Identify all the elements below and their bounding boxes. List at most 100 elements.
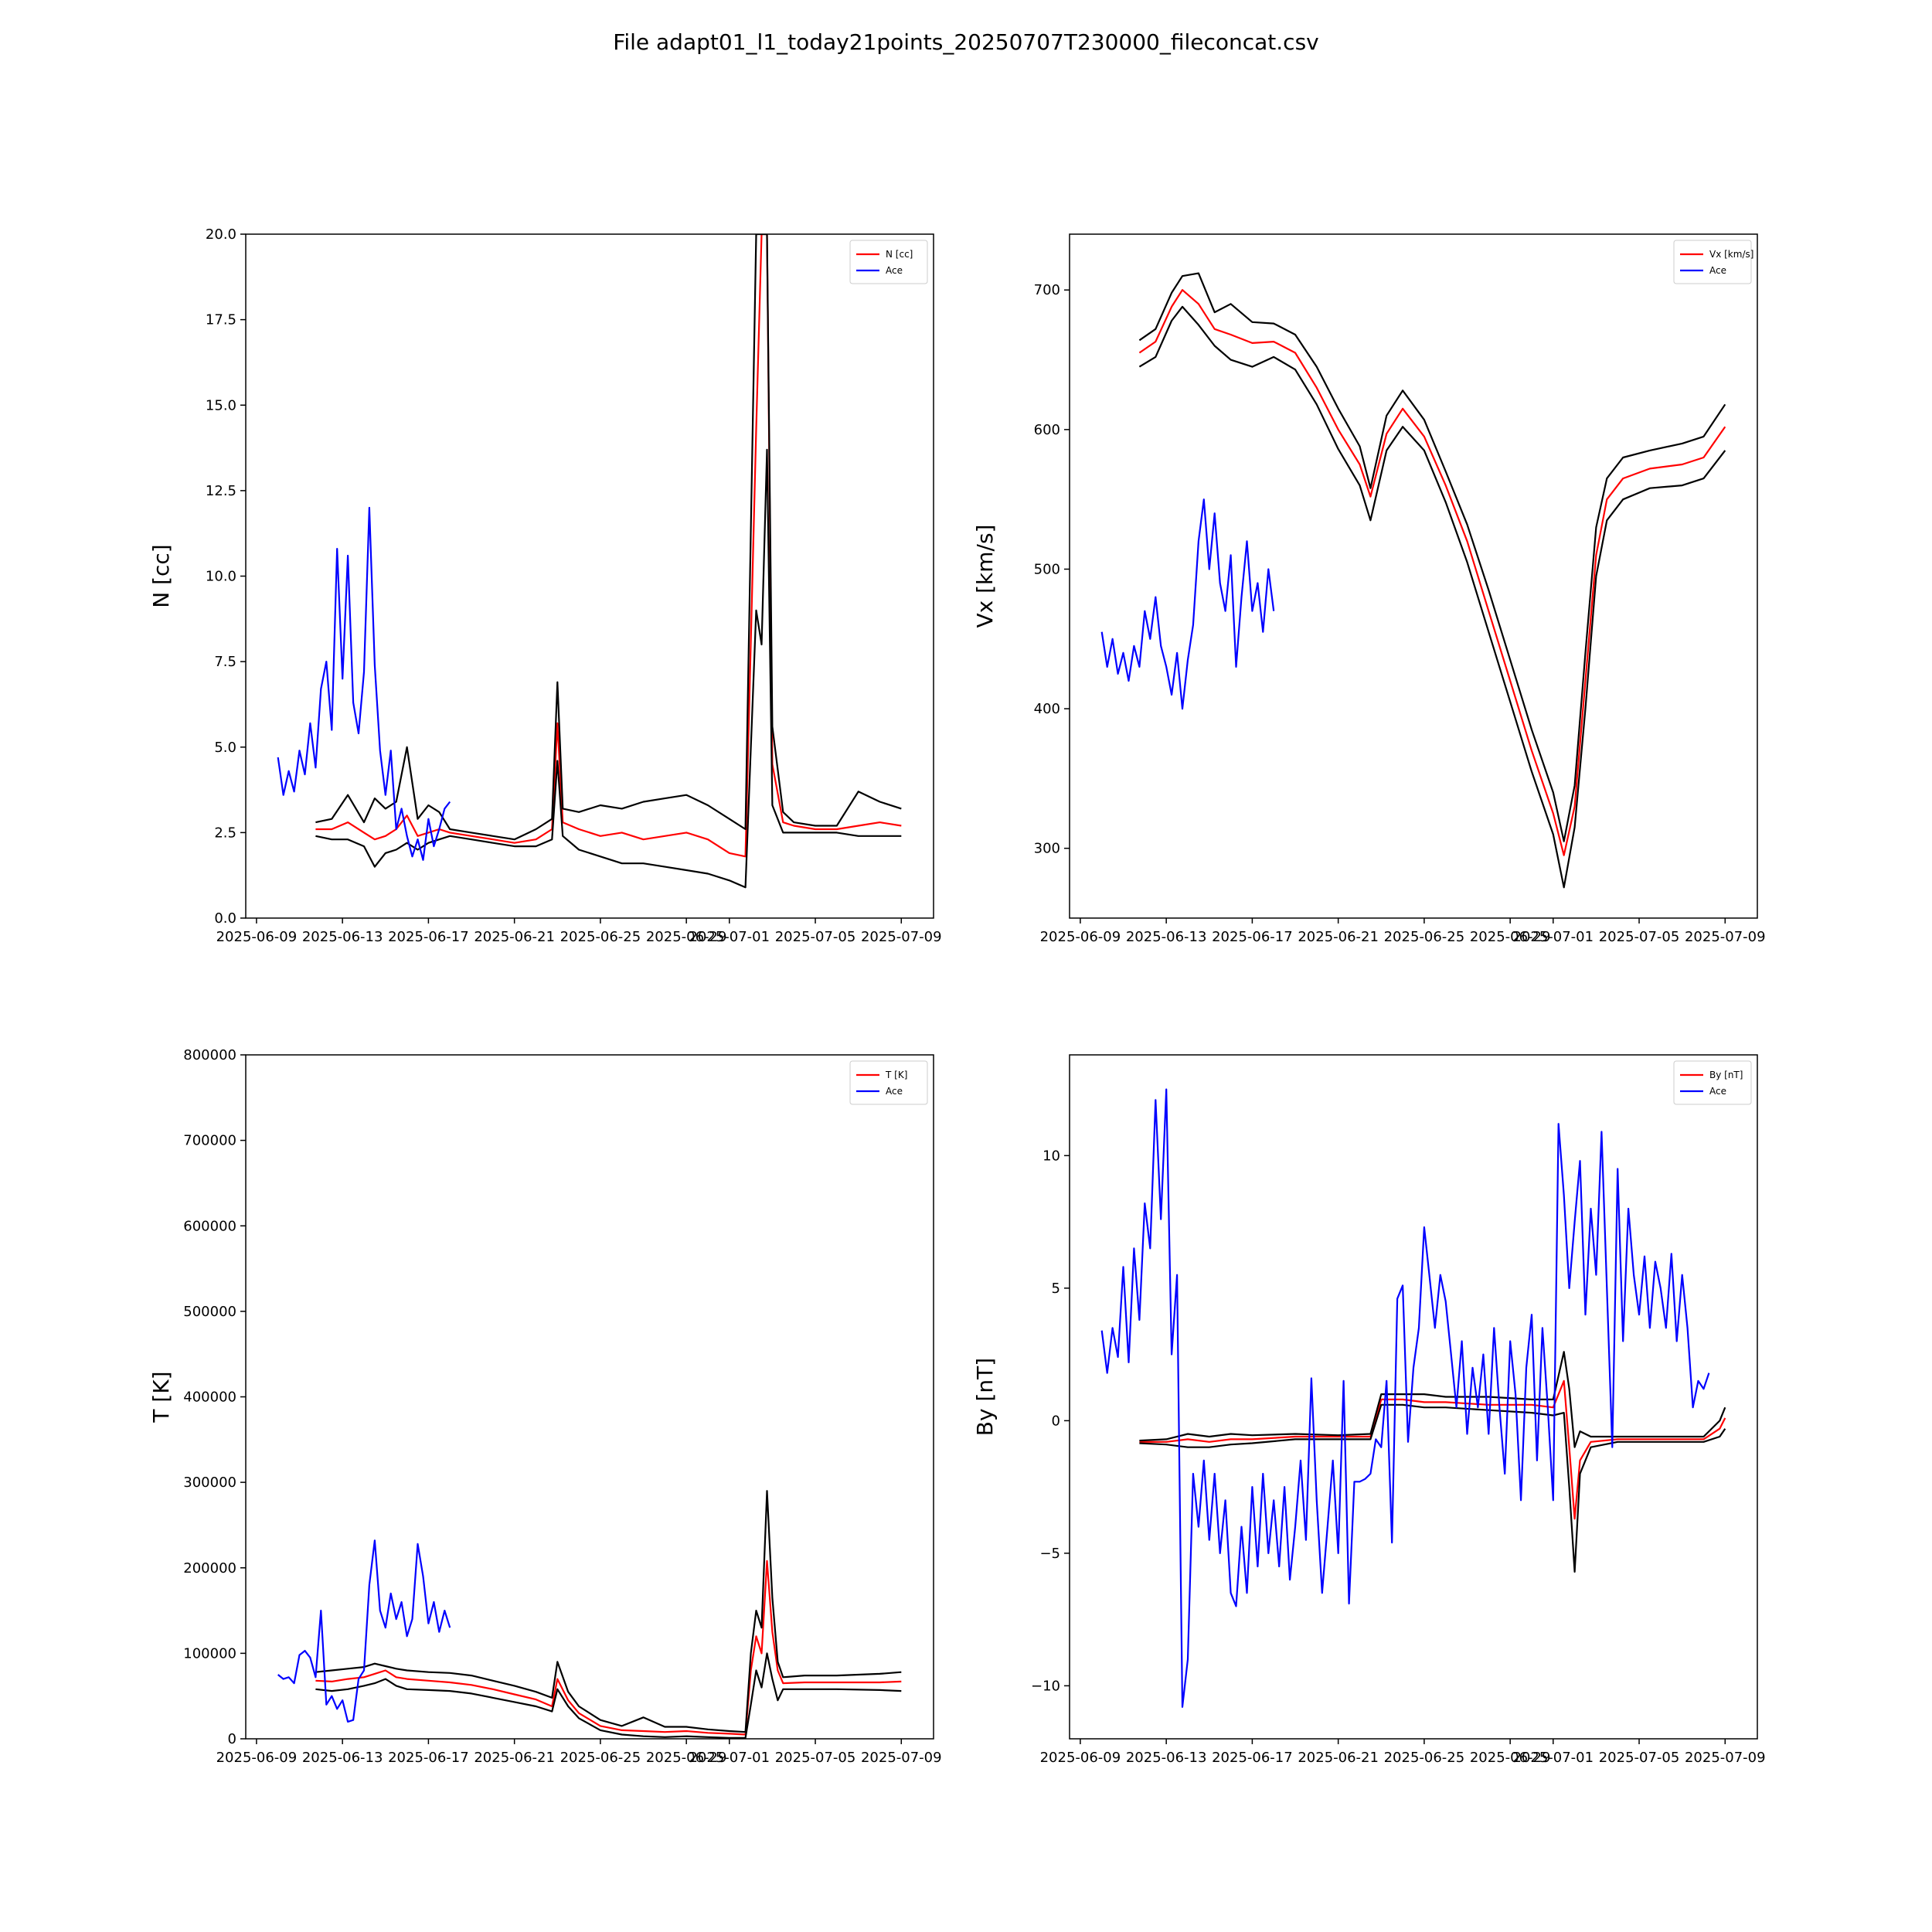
x-tick-label: 2025-07-05 [1599,929,1680,945]
x-tick-label: 2025-06-13 [1126,929,1207,945]
series-line-upper [315,1490,902,1733]
y-tick-label: 15.0 [206,397,236,413]
x-tick-label: 2025-06-17 [388,1750,469,1766]
legend-entry: Vx [km/s] [1709,249,1753,260]
x-tick-label: 2025-07-09 [861,1750,942,1766]
x-tick-label: 2025-06-17 [1212,929,1293,945]
legend-entry: Ace [1709,1086,1726,1097]
x-tick-label: 2025-06-25 [1384,1750,1465,1766]
series-group [277,234,902,889]
legend-box [849,1060,928,1105]
y-tick-label: 200000 [183,1560,236,1577]
series-line-lower [315,1652,902,1739]
temperature-chart-panel: 0 100000 200000 300000 400000 500000 600000 700… [148,1047,942,1766]
x-tick-label: 2025-06-29 [1470,929,1551,945]
y-tick-label: 5 [1052,1281,1060,1297]
figure-title: File adapt01_l1_today21points_20250707T2… [613,29,1319,55]
x-tick-label: 2025-06-29 [1470,1750,1551,1766]
y-tick-label: 20.0 [206,226,236,243]
x-tick-label: 2025-06-09 [1040,929,1121,945]
x-tick-label: 2025-06-21 [474,1750,555,1766]
y-axis-label: T [K] [148,1371,174,1423]
x-tick-label: 2025-07-05 [775,1750,856,1766]
series-line-ace [277,506,451,861]
y-tick-label: 700 [1034,282,1060,298]
y-tick-label: 12.5 [206,483,236,499]
legend-entry: Ace [886,1086,903,1097]
x-tick-label: 2025-06-21 [1298,929,1379,945]
plot-frame [245,1054,934,1740]
series-line-model [1139,1379,1726,1520]
y-axis-label: Vx [km/s] [972,525,998,628]
y-tick-label: 400 [1034,701,1060,717]
x-tick-label: 2025-06-17 [1212,1750,1293,1766]
y-tick-label: 5.0 [214,740,236,756]
y-tick-label: 400000 [183,1389,236,1406]
y-tick-label: −5 [1039,1546,1060,1562]
y-tick-label: 0 [228,1731,236,1747]
x-tick-label: 2025-06-13 [302,1750,383,1766]
x-tick-label: 2025-06-21 [1298,1750,1379,1766]
y-tick-label: 300000 [183,1475,236,1491]
series-line-model [315,1560,902,1736]
x-tick-label: 2025-07-05 [1599,1750,1680,1766]
plot-frame [1069,1054,1758,1740]
y-tick-label: 7.5 [214,654,236,670]
x-tick-label: 2025-07-01 [689,1750,770,1766]
velocity-chart-panel: 300 400 500 600 700 2025-06-09 2025-06-13 2025-… [972,233,1766,945]
x-tick-label: 2025-06-25 [560,1750,641,1766]
y-tick-label: 0 [1052,1413,1060,1429]
legend-box [849,240,928,284]
x-tick-label: 2025-06-29 [646,1750,727,1766]
x-tick-label: 2025-07-09 [1685,929,1766,945]
series-group [1100,1088,1726,1708]
legend-box [1673,1060,1752,1105]
series-group [277,1490,902,1739]
y-tick-label: 2.5 [214,825,236,841]
y-axis-label: By [nT] [972,1358,998,1436]
y-tick-label: 17.5 [206,312,236,328]
y-tick-label: −10 [1031,1678,1060,1694]
y-tick-label: 0.0 [214,910,236,927]
x-tick-label: 2025-07-05 [775,929,856,945]
legend-entry: N [cc] [886,249,913,260]
x-tick-label: 2025-07-09 [1685,1750,1766,1766]
x-tick-label: 2025-06-09 [216,1750,298,1766]
y-tick-label: 10 [1043,1148,1060,1164]
y-tick-label: 10.0 [206,569,236,585]
series-line-upper [1138,272,1726,842]
series-line-upper [1139,1351,1726,1448]
x-tick-label: 2025-06-13 [302,929,383,945]
x-tick-label: 2025-06-09 [1040,1750,1121,1766]
x-tick-label: 2025-06-29 [646,929,727,945]
series-line-ace [1100,498,1275,710]
legend-entry: Ace [1709,265,1726,276]
x-tick-label: 2025-06-25 [560,929,641,945]
series-group [1100,272,1726,889]
density-chart-panel: 0.0 2.5 5.0 7.5 10.0 12.5 15.0 17.5 20.0 2025-06-… [148,226,942,945]
legend-entry: Ace [886,265,903,276]
x-tick-label: 2025-07-01 [1512,929,1594,945]
x-tick-label: 2025-07-01 [689,929,770,945]
series-line-ace [277,1539,451,1723]
series-line-upper [315,234,902,841]
legend-entry: By [nT] [1709,1070,1743,1080]
y-tick-label: 500 [1034,561,1060,577]
x-tick-label: 2025-06-09 [216,929,298,945]
y-tick-label: 600000 [183,1218,236,1234]
y-tick-label: 300 [1034,841,1060,857]
series-line-lower [315,448,902,889]
by-field-chart-panel: −10 −5 0 5 10 2025-06-09 2025-06-13 2025-06-17 2… [972,1054,1766,1766]
y-tick-label: 600 [1034,422,1060,438]
plot-frame [1069,233,1758,919]
series-line-ace [1100,1088,1710,1708]
y-tick-label: 500000 [183,1304,236,1320]
y-axis-label: N [cc] [148,544,174,607]
x-tick-label: 2025-06-17 [388,929,469,945]
y-tick-label: 700000 [183,1133,236,1149]
series-line-model [1138,289,1726,856]
x-tick-label: 2025-06-21 [474,929,555,945]
series-line-model [315,234,902,858]
x-tick-label: 2025-07-09 [861,929,942,945]
